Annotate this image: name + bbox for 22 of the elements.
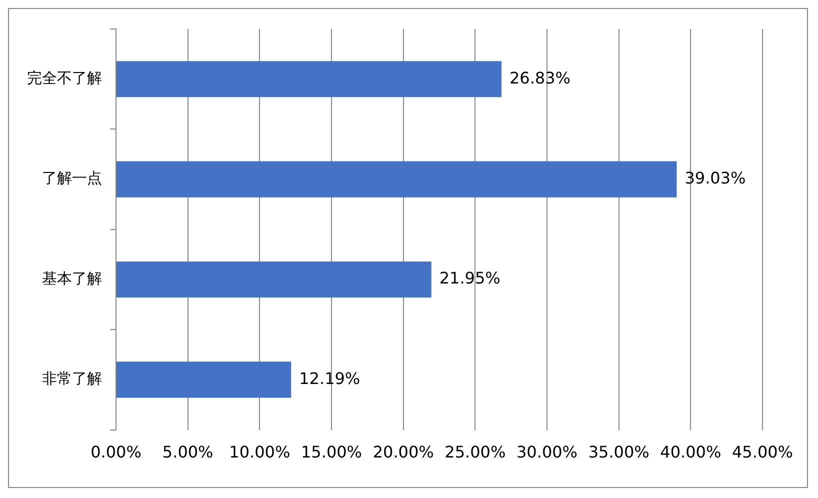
data-label: 12.19% [299,368,360,388]
x-tick-label: 45.00% [732,442,794,462]
x-tick-label: 30.00% [516,442,578,462]
y-tick-label: 基本了解 [42,269,102,288]
x-tick-label: 0.00% [90,442,142,462]
x-tick-label: 5.00% [162,442,214,462]
x-tick-label: 25.00% [444,442,506,462]
data-label: 39.03% [684,168,746,188]
x-tick-label: 35.00% [588,442,650,462]
bar [116,362,292,398]
bar [116,61,502,98]
y-tick-label: 非常了解 [42,370,102,388]
x-tick-label: 20.00% [372,442,434,462]
y-tick-label: 完全不了解 [27,68,102,87]
data-label: 21.95% [439,268,500,288]
x-tick-label: 15.00% [300,442,362,462]
x-tick-label: 40.00% [660,442,722,462]
y-tick-label: 了解一点 [42,169,102,188]
x-tick-label: 10.00% [229,442,290,462]
bar [116,261,432,298]
bar [116,161,677,198]
data-label: 26.83% [509,68,570,88]
